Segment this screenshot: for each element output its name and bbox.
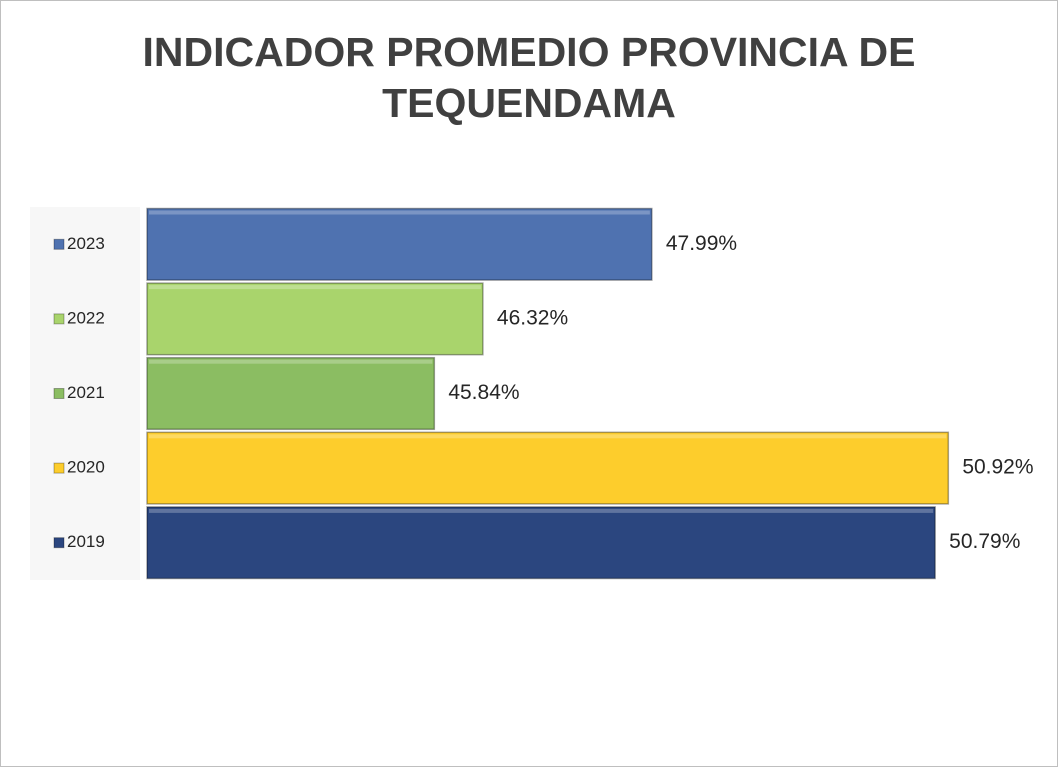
bar (146, 431, 950, 505)
data-label: 47.99% (666, 232, 737, 255)
data-label: 46.32% (497, 306, 568, 329)
data-label: 50.92% (962, 456, 1033, 479)
data-label: 50.79% (949, 530, 1020, 553)
label-band (30, 207, 140, 580)
category-marker (53, 313, 65, 325)
bar-highlight (149, 508, 934, 513)
bar-highlight (149, 359, 433, 364)
category-marker (53, 238, 65, 250)
y-tick-label: 2022 (67, 308, 105, 327)
chart-title: TEQUENDAMA (382, 80, 676, 126)
category-marker (53, 537, 65, 549)
bar (146, 506, 936, 580)
category-marker (53, 388, 65, 399)
y-tick-label: 2020 (67, 458, 105, 477)
data-label: 45.84% (448, 381, 519, 404)
chart-title: INDICADOR PROMEDIO PROVINCIA DE (143, 29, 916, 75)
category-marker (53, 462, 65, 474)
bar (146, 207, 653, 281)
bar (146, 282, 484, 356)
y-tick-label: 2023 (67, 234, 105, 253)
bar-highlight (149, 210, 650, 215)
y-tick-label: 2019 (67, 532, 105, 551)
y-tick-label: 2021 (67, 383, 105, 402)
bar (146, 356, 436, 431)
bar-highlight (149, 285, 481, 290)
bar-highlight (149, 434, 947, 439)
